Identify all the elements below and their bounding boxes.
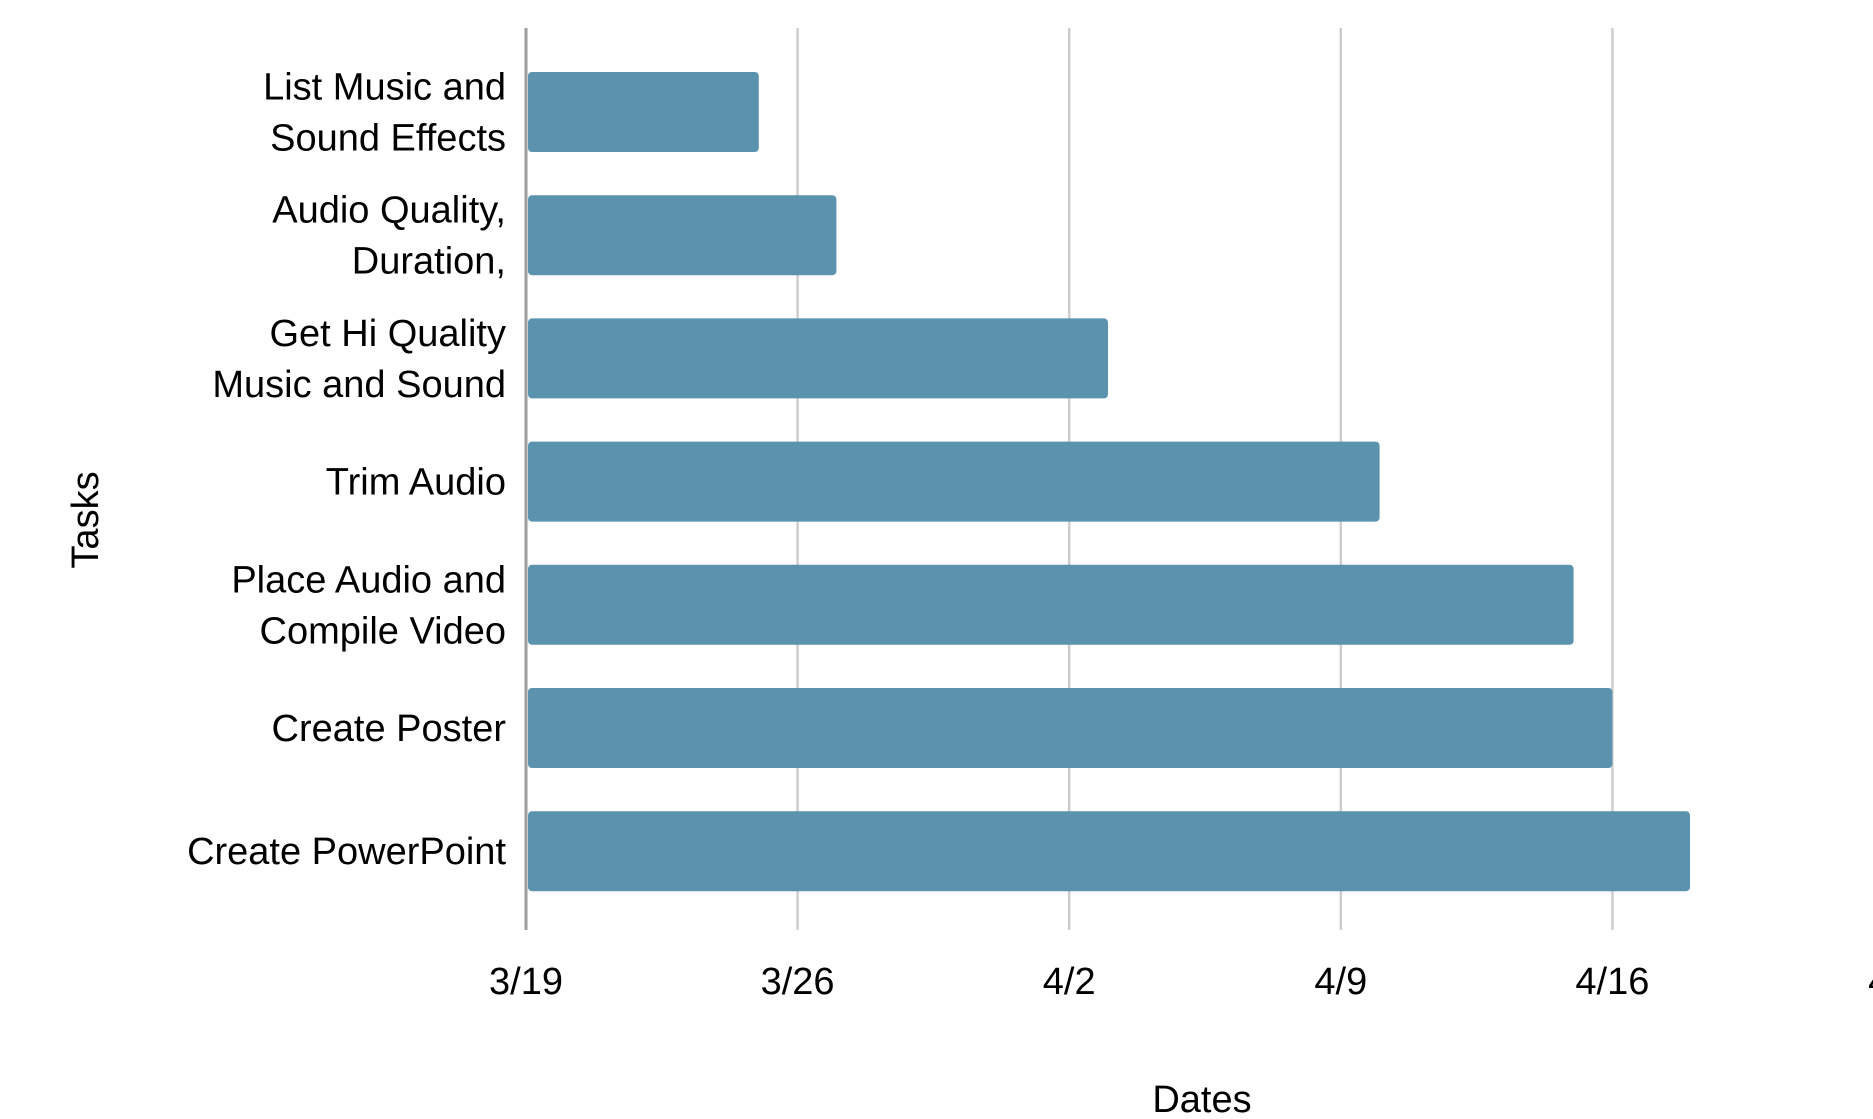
x-tick-label: 4/ (1868, 961, 1873, 1003)
task-label: Compile Video (260, 610, 506, 652)
bar (528, 318, 1108, 399)
x-tick-label: 4/2 (1043, 961, 1096, 1003)
y-axis-title: Tasks (65, 471, 107, 568)
x-tick-labels: 3/19 3/26 4/2 4/9 4/16 4/ (489, 961, 1873, 1003)
x-tick-label: 3/19 (489, 961, 563, 1003)
x-tick-label: 4/16 (1575, 961, 1649, 1003)
task-label: Audio Quality, (272, 190, 506, 232)
task-label: Music and Sound (212, 364, 506, 406)
task-label: Place Audio and (231, 559, 506, 601)
x-axis-title: Dates (1152, 1079, 1251, 1119)
bar (528, 72, 759, 152)
bar (528, 195, 837, 276)
task-label: Create PowerPoint (187, 831, 506, 873)
task-labels: List Music and Sound Effects Audio Quality… (187, 67, 506, 874)
bar (528, 811, 1690, 892)
x-tick-label: 4/9 (1314, 961, 1367, 1003)
x-tick-label: 3/26 (761, 961, 835, 1003)
bars (528, 72, 1690, 892)
task-label: Duration, (352, 241, 506, 283)
bar (528, 441, 1380, 522)
task-label: Trim Audio (326, 462, 506, 504)
task-label: Create Poster (272, 708, 507, 750)
task-label: List Music and (263, 67, 506, 109)
task-label: Get Hi Quality (269, 313, 506, 355)
bar (528, 564, 1574, 645)
bar (528, 688, 1613, 768)
task-label: Sound Effects (270, 118, 506, 160)
